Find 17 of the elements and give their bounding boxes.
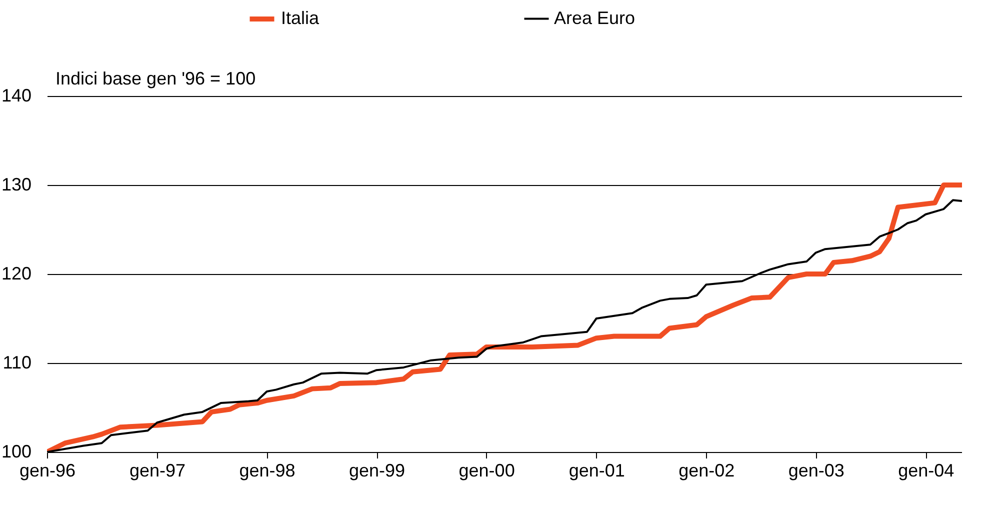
x-tick-label: gen-00	[458, 460, 515, 480]
x-tick-label: gen-04	[898, 460, 954, 480]
y-axis-title: Indici base gen '96 = 100	[56, 68, 256, 88]
x-tick-label: gen-96	[19, 460, 76, 480]
y-tick-label: 110	[2, 352, 32, 372]
y-tick-label: 100	[1, 442, 32, 462]
x-tick-label: gen-02	[678, 460, 735, 480]
x-tick-label: gen-99	[349, 460, 406, 480]
y-tick-label: 120	[1, 264, 32, 284]
x-tick-label: gen-98	[239, 460, 296, 480]
y-tick-label: 130	[1, 174, 32, 194]
y-tick-label: 140	[1, 86, 32, 106]
x-tick-label: gen-01	[568, 460, 625, 480]
x-tick-label: gen-03	[788, 460, 844, 480]
legend-label: Area Euro	[554, 8, 636, 28]
legend-label: Italia	[281, 8, 320, 28]
x-tick-label: gen-97	[130, 460, 186, 480]
